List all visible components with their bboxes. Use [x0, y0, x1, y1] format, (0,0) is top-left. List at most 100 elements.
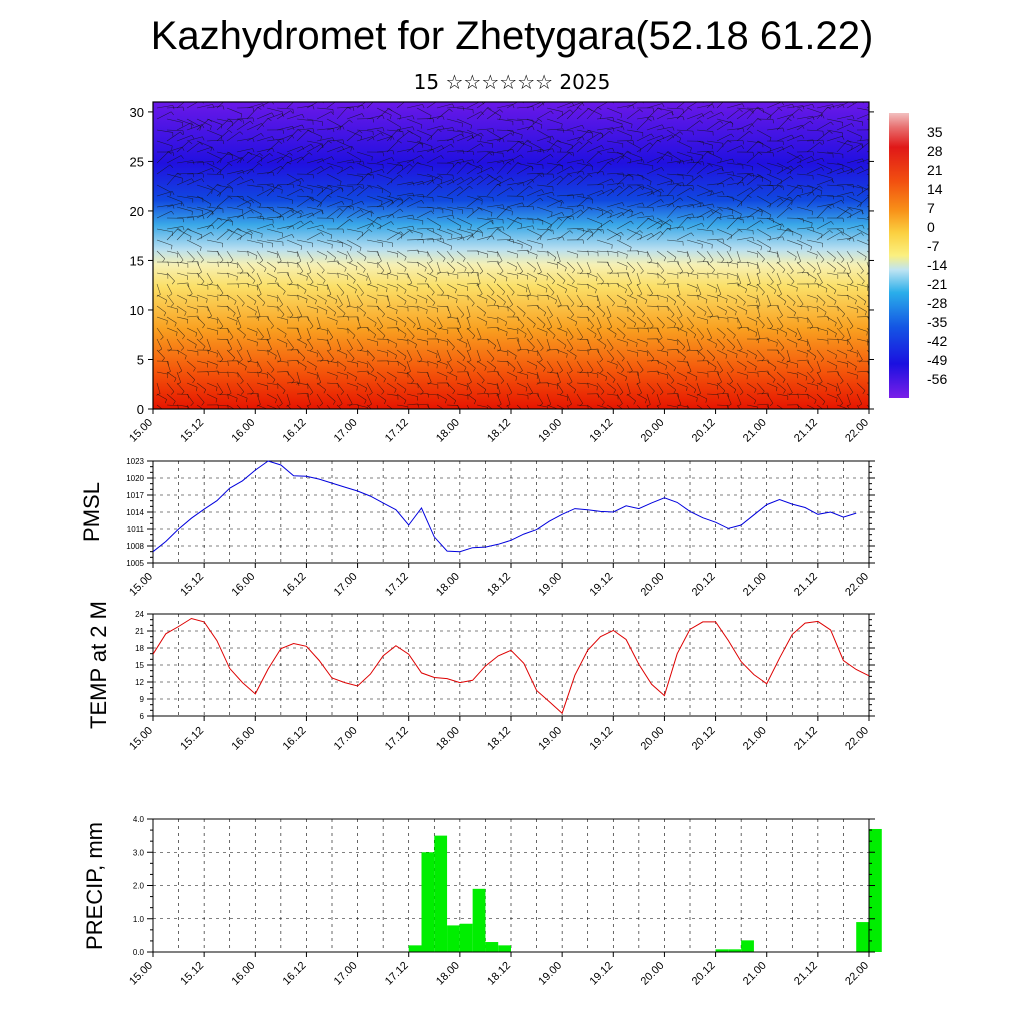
wind-barb	[296, 382, 308, 385]
wind-barb-flag	[462, 258, 466, 262]
precip-bar	[408, 945, 422, 952]
pmsl-x-tick-label: 16.12	[281, 571, 309, 599]
wind-barb	[216, 118, 233, 123]
wind-barb-flag	[510, 187, 514, 191]
wind-barb	[176, 360, 183, 372]
wind-barb-flag	[860, 136, 862, 141]
wind-barb-flag	[870, 236, 871, 240]
pmsl-y-tick-label: 1011	[127, 525, 145, 534]
wind-barb-flag	[248, 152, 253, 155]
wind-barb	[686, 327, 697, 335]
wind-barb	[796, 103, 813, 109]
wind-barb-flag	[549, 137, 552, 142]
wind-barb-flag	[744, 366, 747, 371]
wind-barb-flag	[715, 288, 718, 293]
wind-barb-flag	[301, 146, 305, 150]
wind-barb-flag	[382, 152, 384, 157]
wind-barb	[566, 107, 579, 120]
wind-barb	[166, 360, 171, 372]
wind-barb	[196, 283, 208, 286]
wind-barb-flag	[512, 368, 516, 372]
wind-barb-flag	[292, 413, 294, 416]
wind-barb	[626, 294, 638, 300]
wind-barb-flag	[240, 176, 244, 180]
wind-barb	[276, 234, 293, 241]
wind-barb-flag	[323, 389, 326, 394]
wind-barb	[846, 316, 854, 327]
wind-barb	[236, 349, 243, 360]
wind-barb	[476, 128, 493, 131]
wind-barb-flag	[597, 107, 602, 110]
wind-barb-flag	[719, 370, 723, 374]
wind-barb-flag	[182, 202, 185, 207]
wind-barb	[716, 171, 733, 175]
wind-barb	[596, 162, 609, 175]
wind-barb	[716, 228, 732, 236]
wind-barb	[666, 151, 681, 161]
wind-barb	[616, 349, 625, 359]
wind-barb	[486, 175, 501, 186]
wind-barb-flag	[394, 412, 396, 416]
wind-barb-flag	[682, 346, 686, 351]
wind-barb	[366, 162, 383, 165]
wind-barb	[836, 191, 853, 197]
wind-barb-flag	[360, 292, 364, 296]
wind-barb-flag	[425, 299, 428, 304]
wind-barb	[626, 272, 632, 284]
wind-barb	[506, 154, 521, 164]
wind-barb-flag	[761, 258, 765, 263]
wind-barb	[606, 172, 623, 175]
wind-barb-flag	[317, 382, 321, 385]
wind-barb	[336, 360, 347, 368]
wind-barb-flag	[335, 299, 338, 304]
wind-barb-flag	[281, 156, 285, 161]
wind-barb-flag	[432, 118, 435, 123]
wind-barb	[726, 103, 743, 109]
wind-barb-flag	[300, 210, 304, 214]
wind-barb-flag	[702, 216, 705, 221]
wind-barb	[716, 272, 728, 276]
wind-barb-flag	[812, 104, 815, 109]
wind-barb	[546, 212, 563, 219]
temp-x-tick-label: 17.12	[383, 725, 411, 753]
wind-barb-flag	[558, 217, 563, 221]
wind-barb	[346, 294, 351, 306]
wind-barb	[436, 327, 448, 331]
colorbar-label: 14	[927, 181, 943, 197]
wind-barb	[846, 283, 858, 288]
wind-barb	[566, 360, 573, 371]
wind-barb	[676, 327, 688, 333]
wind-barb-flag	[872, 168, 874, 171]
wind-barb-flag	[632, 269, 635, 274]
wind-barb-flag	[661, 188, 664, 193]
wind-barb	[486, 129, 501, 139]
wind-barb-flag	[355, 266, 358, 271]
wind-barb	[626, 186, 641, 197]
wind-barb	[826, 199, 842, 208]
wind-barb-flag	[249, 230, 254, 234]
wind-barb-flag	[297, 261, 302, 264]
wind-barb-flag	[731, 133, 734, 138]
wind-barb	[506, 261, 517, 268]
wind-barb	[516, 239, 532, 247]
wind-barb	[256, 206, 273, 208]
wind-barb-flag	[722, 183, 725, 188]
wind-barb	[716, 118, 733, 124]
wind-barb-flag	[594, 289, 597, 294]
wind-barb	[836, 305, 845, 315]
wind-barb	[696, 316, 708, 321]
wind-barb	[246, 283, 258, 287]
wind-barb	[226, 170, 243, 175]
wind-barb	[266, 216, 283, 219]
wind-barb-flag	[727, 140, 732, 143]
wind-barb-flag	[738, 217, 742, 221]
wind-barb	[496, 129, 513, 131]
colorbar-label: -14	[927, 257, 947, 273]
wind-barb	[326, 272, 338, 275]
wind-barb	[486, 382, 498, 386]
wind-barb	[336, 195, 353, 201]
wind-barb-flag	[639, 230, 643, 234]
wind-barb	[246, 261, 255, 271]
wind-barb	[616, 382, 624, 393]
wind-barb	[756, 337, 768, 340]
